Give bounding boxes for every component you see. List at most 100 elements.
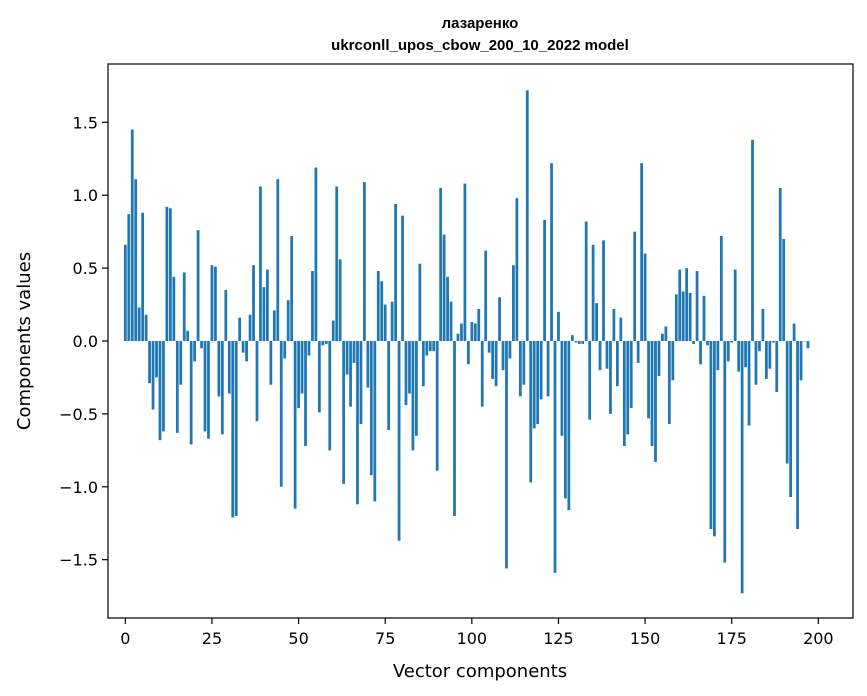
bar bbox=[709, 341, 713, 530]
bar bbox=[286, 300, 290, 341]
x-tick-label: 25 bbox=[202, 629, 222, 648]
bar bbox=[408, 341, 411, 394]
bar bbox=[255, 341, 259, 422]
bar bbox=[363, 182, 366, 341]
bar bbox=[664, 326, 668, 341]
y-tick-label: 1.5 bbox=[73, 113, 98, 132]
bar bbox=[733, 269, 737, 341]
bar bbox=[508, 341, 512, 359]
bar bbox=[148, 341, 151, 384]
bar bbox=[619, 317, 623, 341]
bar bbox=[539, 341, 543, 400]
bar bbox=[186, 330, 190, 341]
bar bbox=[394, 203, 397, 341]
bar bbox=[768, 341, 772, 369]
bar bbox=[723, 341, 727, 563]
bar bbox=[193, 341, 197, 362]
bar bbox=[331, 320, 335, 341]
bar bbox=[778, 187, 782, 341]
x-tick-label: 75 bbox=[375, 629, 395, 648]
bar bbox=[231, 341, 235, 518]
y-tick-label: −1.5 bbox=[59, 551, 98, 570]
bar bbox=[647, 341, 650, 419]
bar bbox=[241, 341, 245, 353]
bar bbox=[345, 341, 349, 375]
x-axis-label: Vector components bbox=[393, 661, 567, 682]
bar bbox=[716, 341, 720, 371]
bar bbox=[512, 265, 515, 341]
bar bbox=[615, 341, 619, 387]
bar bbox=[283, 341, 287, 359]
bar bbox=[269, 341, 273, 385]
bar bbox=[307, 341, 311, 356]
bar bbox=[134, 179, 138, 341]
bar bbox=[158, 341, 162, 441]
bar bbox=[550, 163, 553, 341]
bar bbox=[297, 341, 300, 409]
bar bbox=[369, 341, 373, 476]
bar bbox=[792, 323, 796, 341]
bar bbox=[740, 341, 744, 594]
bar bbox=[352, 341, 356, 363]
bar bbox=[657, 341, 661, 376]
bar bbox=[266, 269, 269, 341]
bar bbox=[172, 276, 176, 341]
bar bbox=[761, 308, 765, 341]
y-tick-label: −0.5 bbox=[59, 405, 98, 424]
bar bbox=[123, 244, 127, 341]
bar bbox=[557, 311, 560, 341]
bar bbox=[387, 341, 391, 430]
bar bbox=[196, 230, 200, 341]
bar bbox=[564, 341, 567, 499]
bar bbox=[758, 341, 761, 352]
bar bbox=[771, 341, 775, 343]
bar bbox=[425, 341, 429, 356]
bar bbox=[338, 259, 342, 341]
bar bbox=[629, 341, 633, 409]
bar bbox=[130, 129, 134, 341]
bar bbox=[702, 295, 706, 341]
bar bbox=[681, 291, 685, 341]
bar bbox=[217, 341, 221, 397]
bar bbox=[699, 341, 702, 365]
bar bbox=[688, 292, 692, 341]
bar bbox=[220, 341, 224, 435]
bar bbox=[404, 341, 408, 406]
bar bbox=[667, 341, 671, 425]
bar bbox=[415, 341, 418, 436]
bar bbox=[764, 341, 768, 379]
bar bbox=[473, 323, 477, 341]
bar bbox=[335, 186, 339, 341]
bar bbox=[300, 341, 304, 394]
bar bbox=[397, 341, 401, 541]
bar bbox=[706, 341, 709, 346]
bar bbox=[546, 341, 550, 397]
y-tick-label: 0.5 bbox=[73, 259, 98, 278]
bar bbox=[595, 303, 598, 341]
bar bbox=[349, 341, 352, 407]
bar bbox=[151, 341, 155, 410]
bar bbox=[713, 341, 716, 537]
bar bbox=[141, 212, 145, 341]
bar bbox=[155, 341, 158, 378]
x-tick-label: 150 bbox=[630, 629, 661, 648]
bar bbox=[484, 250, 488, 341]
bar bbox=[609, 341, 612, 414]
bar bbox=[272, 310, 276, 341]
bar bbox=[737, 341, 741, 372]
bar bbox=[435, 341, 439, 471]
bar bbox=[311, 271, 314, 341]
bar bbox=[591, 244, 595, 341]
bar bbox=[754, 341, 758, 385]
bar bbox=[674, 294, 678, 341]
bar bbox=[342, 341, 346, 484]
y-tick-label: 0.0 bbox=[73, 332, 98, 351]
bar bbox=[584, 221, 588, 341]
bar bbox=[685, 268, 689, 341]
bar bbox=[245, 341, 248, 362]
bar bbox=[411, 341, 415, 451]
bar bbox=[730, 341, 734, 343]
bar bbox=[747, 341, 751, 426]
bar bbox=[477, 308, 481, 341]
bar bbox=[498, 297, 501, 341]
